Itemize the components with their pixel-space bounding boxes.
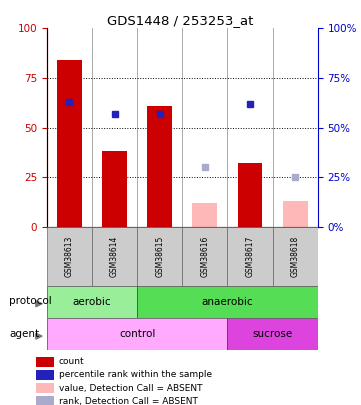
Bar xyxy=(137,227,182,286)
Bar xyxy=(35,370,54,380)
Text: anaerobic: anaerobic xyxy=(201,297,253,307)
Text: count: count xyxy=(59,357,84,367)
Text: GSM38618: GSM38618 xyxy=(291,236,300,277)
Text: GSM38617: GSM38617 xyxy=(245,235,255,277)
Text: percentile rank within the sample: percentile rank within the sample xyxy=(59,371,212,379)
Bar xyxy=(227,318,318,350)
Text: GSM38615: GSM38615 xyxy=(155,235,164,277)
Bar xyxy=(92,227,137,286)
Bar xyxy=(35,356,54,367)
Bar xyxy=(47,318,227,350)
Text: GSM38616: GSM38616 xyxy=(200,235,209,277)
Text: control: control xyxy=(119,329,155,339)
Bar xyxy=(35,396,54,405)
Bar xyxy=(283,201,308,227)
Text: protocol: protocol xyxy=(9,296,52,306)
Bar xyxy=(147,106,172,227)
Bar xyxy=(57,60,82,227)
Bar xyxy=(227,227,273,286)
Bar xyxy=(192,203,217,227)
Text: GDS1448 / 253253_at: GDS1448 / 253253_at xyxy=(107,14,254,27)
Bar xyxy=(238,163,262,227)
Text: agent: agent xyxy=(9,329,39,339)
Bar xyxy=(137,286,318,318)
Text: aerobic: aerobic xyxy=(73,297,111,307)
Bar xyxy=(102,151,127,227)
Bar xyxy=(182,227,227,286)
Text: value, Detection Call = ABSENT: value, Detection Call = ABSENT xyxy=(59,384,202,393)
Bar xyxy=(47,227,92,286)
Text: GSM38613: GSM38613 xyxy=(65,235,74,277)
Text: rank, Detection Call = ABSENT: rank, Detection Call = ABSENT xyxy=(59,397,197,405)
Bar xyxy=(35,383,54,393)
Bar xyxy=(47,286,137,318)
Text: GSM38614: GSM38614 xyxy=(110,235,119,277)
Text: sucrose: sucrose xyxy=(252,329,293,339)
Bar xyxy=(273,227,318,286)
